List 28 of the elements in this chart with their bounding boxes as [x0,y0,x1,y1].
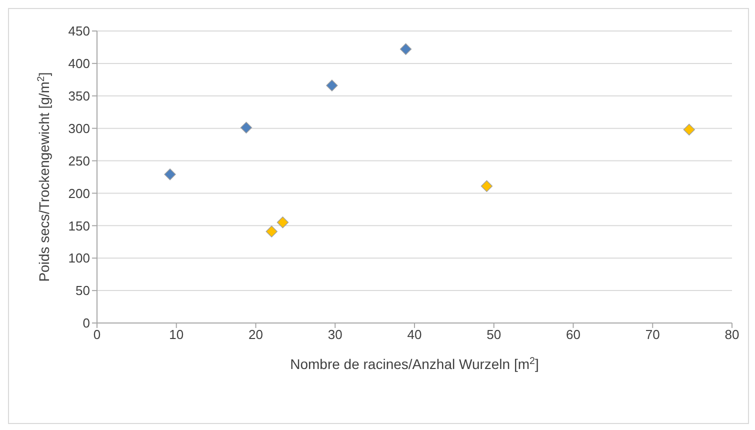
y-tick-label: 450 [68,24,90,39]
x-tick-label: 60 [566,327,580,342]
x-tick-label: 0 [93,327,101,342]
x-tick-label: 40 [407,327,422,342]
y-tick-label: 150 [68,218,90,234]
point [164,168,176,180]
y-tick-label: 400 [68,56,90,72]
point [240,122,252,134]
y-tick-label: 300 [68,120,90,136]
x-tick-label: 20 [248,327,263,342]
y-tick-label: 250 [68,153,90,168]
x-axis-title: Nombre de racines/Anzhal Wurzeln [m$^{2}$] [290,356,539,372]
y-tick-label: 0 [82,316,90,331]
point [400,43,412,56]
point [480,180,493,192]
point [266,226,278,238]
x-tick-label: 30 [328,327,342,342]
x-tick-label: 70 [645,327,660,342]
y-tick-label: 350 [68,88,90,104]
x-tick-label: 50 [486,327,502,342]
point [326,80,338,92]
y-tick-label: 100 [68,250,90,266]
point [683,124,695,136]
y-tick-label: 50 [76,283,90,298]
point [276,216,289,228]
y-tick-label: 200 [68,186,90,201]
x-tick-label: 10 [169,327,184,342]
x-tick-label: 80 [724,327,740,342]
